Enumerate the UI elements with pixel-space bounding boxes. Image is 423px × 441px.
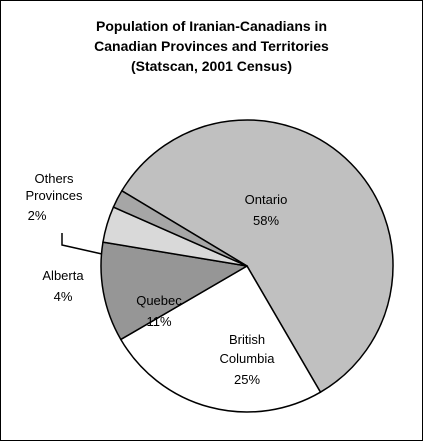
chart-title-line-3: (Statscan, 2001 Census) xyxy=(130,58,293,74)
slice-label-alberta: Alberta xyxy=(42,268,84,283)
pie-slice-british-columbia xyxy=(120,265,322,413)
others-leader-line xyxy=(61,233,103,255)
pie-slice-others-provinces xyxy=(112,190,248,267)
slice-label-others-line-1: Others xyxy=(34,171,74,186)
pie-slice-quebec xyxy=(100,241,248,341)
chart-title: Population of Iranian-Canadians in Canad… xyxy=(0,16,423,76)
pie-slices xyxy=(100,119,394,413)
slice-percent-quebec: 11% xyxy=(146,314,171,329)
slice-percent-british-columbia: 25% xyxy=(234,372,260,387)
pie-slice-ontario xyxy=(121,119,394,393)
slice-percent-others: 2% xyxy=(28,208,47,223)
chart-title-line-2: Canadian Provinces and Territories xyxy=(94,38,329,54)
slice-label-ontario: Ontario xyxy=(245,192,288,207)
slice-label-british-columbia-line-1: British xyxy=(229,332,265,347)
chart-title-line-1: Population of Iranian-Canadians in xyxy=(95,18,327,34)
slice-label-quebec: Quebec xyxy=(136,293,182,308)
slice-label-british-columbia-line-2: Columbia xyxy=(220,351,276,366)
slice-label-others-line-2: Provinces xyxy=(25,188,83,203)
slice-percent-ontario: 58% xyxy=(253,213,279,228)
slice-percent-alberta: 4% xyxy=(54,289,73,304)
